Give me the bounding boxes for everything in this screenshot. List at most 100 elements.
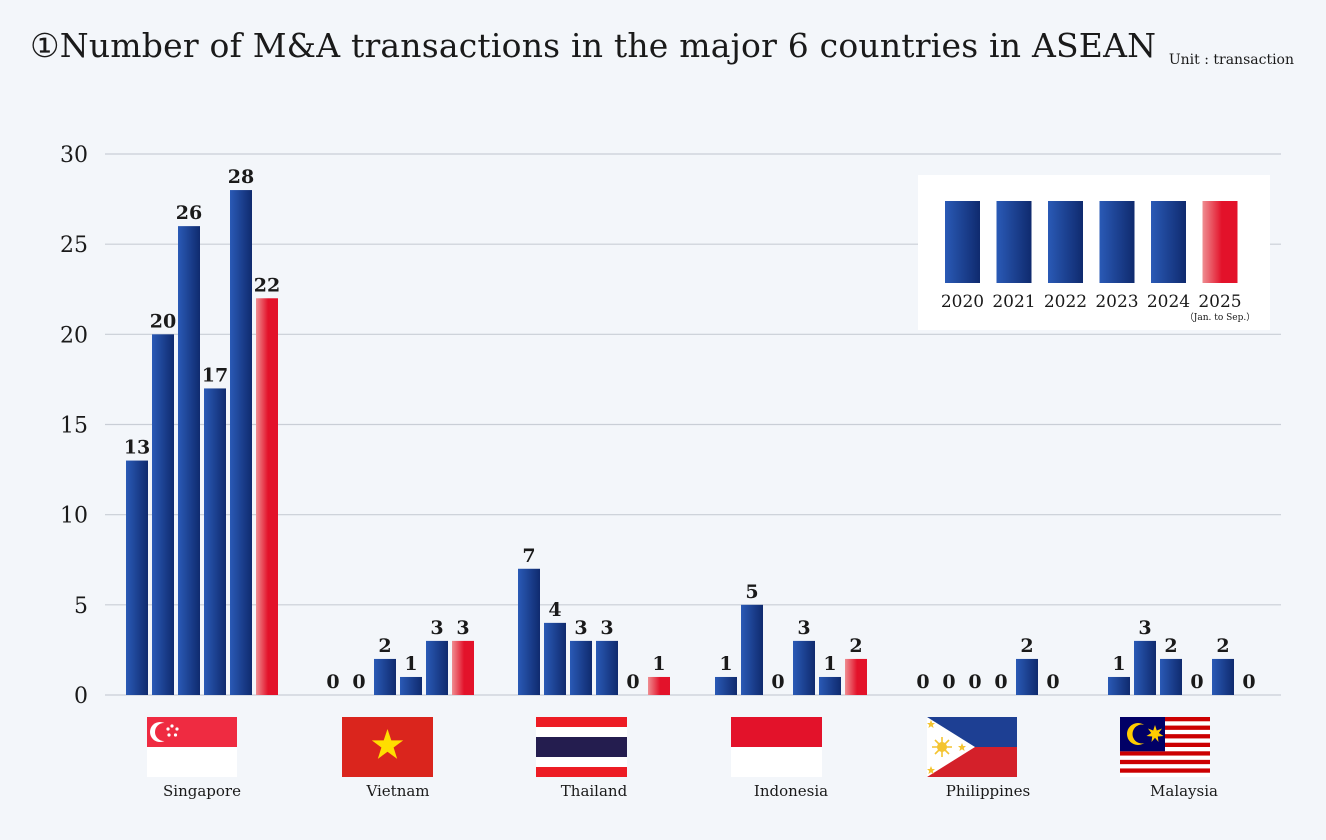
unit-label: Unit : transaction (1168, 52, 1294, 68)
data-label: 3 (600, 617, 613, 639)
legend: 2020 2021 2022 2023 2024 2025（Jan. to Sep.） (918, 175, 1270, 330)
y-axis: 0 5 10 15 20 25 30 (60, 143, 88, 709)
legend-swatch-2024 (1151, 201, 1186, 283)
data-label: 17 (202, 364, 228, 386)
data-label: 2 (1020, 635, 1033, 657)
bar-philippines-2024 (1016, 658, 1038, 695)
data-label: 3 (574, 617, 587, 639)
bar-vietnam-2025 (452, 640, 474, 695)
y-tick-label: 30 (60, 143, 88, 168)
y-tick-label: 10 (60, 504, 88, 529)
data-label: 2 (378, 635, 391, 657)
legend-swatch-2020 (945, 201, 980, 283)
data-label: 1 (404, 653, 417, 675)
indonesia-flag-icon (731, 717, 822, 777)
data-label: 1 (823, 653, 836, 675)
bar-malaysia-2021 (1134, 640, 1156, 695)
bar-singapore-2023 (204, 388, 226, 695)
data-label: 0 (968, 671, 981, 693)
y-tick-label: 15 (60, 414, 88, 439)
data-label: 0 (326, 671, 339, 693)
bar-malaysia-2022 (1160, 658, 1182, 695)
chart-title: ①Number of M&A transactions in the major… (30, 26, 1157, 65)
y-tick-label: 0 (74, 684, 88, 709)
malaysia-flag-icon (1120, 717, 1210, 777)
bar-thailand-2020 (518, 568, 540, 695)
legend-note: （Jan. to Sep.） (1185, 312, 1256, 323)
data-label: 2 (1164, 635, 1177, 657)
legend-label: 2024 (1147, 292, 1190, 312)
data-label: 3 (1138, 617, 1151, 639)
data-label: 2 (849, 635, 862, 657)
bar-malaysia-2024 (1212, 658, 1234, 695)
bar-singapore-2022 (178, 226, 200, 695)
data-label: 7 (522, 545, 535, 567)
bar-thailand-2022 (570, 640, 592, 695)
legend-swatch-2025 (1202, 201, 1238, 283)
bar-indonesia-2020 (715, 676, 737, 695)
data-label: 3 (456, 617, 469, 639)
bar-malaysia-2020 (1108, 676, 1130, 695)
legend-label: 2023 (1095, 292, 1138, 312)
category-label-indonesia: Indonesia (754, 782, 828, 800)
data-label: 20 (150, 310, 176, 332)
legend-swatch-2022 (1048, 201, 1083, 283)
bar-thailand-2023 (596, 640, 618, 695)
y-tick-label: 5 (74, 594, 88, 619)
legend-label: 2021 (992, 292, 1035, 312)
category-label-philippines: Philippines (946, 782, 1030, 800)
data-label: 0 (916, 671, 929, 693)
legend-label: 2022 (1044, 292, 1087, 312)
data-label: 0 (1046, 671, 1059, 693)
data-label: 3 (430, 617, 443, 639)
thailand-flag-icon (536, 717, 627, 777)
data-label: 1 (719, 653, 732, 675)
singapore-flag-icon (147, 717, 237, 777)
bar-vietnam-2024 (426, 640, 448, 695)
y-tick-label: 25 (60, 233, 88, 258)
data-label: 5 (745, 581, 758, 603)
category-label-singapore: Singapore (163, 782, 241, 800)
gridlines (105, 153, 1281, 696)
y-tick-label: 20 (60, 323, 88, 348)
data-label: 0 (626, 671, 639, 693)
legend-label: 2025 (1198, 292, 1241, 312)
data-label: 0 (352, 671, 365, 693)
data-label: 26 (176, 202, 202, 224)
bar-indonesia-2021 (741, 604, 763, 695)
category-labels: Singapore Vietnam Thailand Indonesia Philipp… (163, 782, 1218, 800)
bar-singapore-2024 (230, 190, 252, 696)
data-label: 4 (548, 599, 561, 621)
data-label: 0 (771, 671, 784, 693)
data-label: 0 (1242, 671, 1255, 693)
data-label: 0 (1190, 671, 1203, 693)
data-label: 1 (652, 653, 665, 675)
bar-thailand-2021 (544, 622, 566, 695)
legend-swatch-2021 (996, 201, 1032, 283)
philippines-flag-icon (927, 717, 1017, 777)
category-label-thailand: Thailand (561, 782, 628, 800)
vietnam-flag-icon (342, 717, 433, 777)
data-label: 28 (228, 166, 254, 188)
bar-singapore-2021 (152, 334, 174, 695)
data-label: 22 (254, 274, 280, 296)
data-label: 2 (1216, 635, 1229, 657)
legend-swatch-2023 (1099, 201, 1135, 283)
data-label: 13 (124, 437, 150, 459)
category-label-vietnam: Vietnam (365, 782, 429, 800)
data-label: 3 (797, 617, 810, 639)
bar-singapore-2020 (126, 460, 148, 695)
data-label: 0 (942, 671, 955, 693)
category-label-malaysia: Malaysia (1150, 782, 1218, 800)
legend-label: 2020 (941, 292, 984, 312)
bar-indonesia-2023 (793, 640, 815, 695)
bar-indonesia-2025 (845, 658, 867, 695)
bar-singapore-2025 (256, 298, 278, 695)
bar-indonesia-2024 (819, 676, 841, 695)
data-label: 0 (994, 671, 1007, 693)
bar-thailand-2025 (648, 676, 670, 695)
bars (126, 190, 1234, 696)
bar-vietnam-2023 (400, 676, 422, 695)
